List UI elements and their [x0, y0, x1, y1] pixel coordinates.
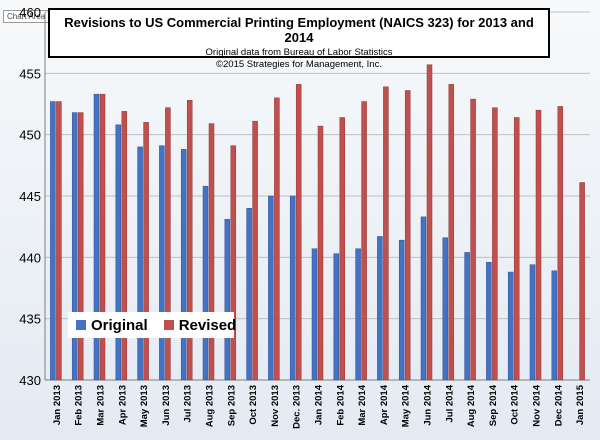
bar-original	[464, 252, 470, 381]
x-tick-label: Oct 2013	[248, 385, 259, 425]
bar-revised	[404, 90, 411, 381]
x-tick-label: Dec 2014	[553, 384, 564, 426]
legend-item-original: Original	[76, 317, 148, 334]
legend-item-revised: Revised	[163, 316, 237, 334]
bar-original	[246, 208, 252, 381]
x-tick-label: May 2014	[401, 384, 412, 427]
x-tick-label: Apr 2014	[379, 384, 390, 425]
bar-revised	[513, 117, 520, 381]
bar-revised	[274, 97, 280, 381]
bar-revised	[121, 111, 128, 381]
bar-original	[529, 264, 536, 381]
x-tick-label: Mar 2013	[96, 385, 107, 426]
bar-original	[398, 239, 405, 381]
x-tick-label: Aug 2014	[466, 384, 477, 427]
x-tick-label: Apr 2013	[117, 385, 128, 425]
bar-original	[311, 248, 318, 381]
y-tick-label: 430	[19, 373, 41, 388]
bar-original	[115, 124, 122, 381]
bar-revised	[383, 86, 389, 381]
bar-original	[377, 236, 383, 381]
bar-original	[355, 248, 361, 381]
chart-subtitle-copyright: ©2015 Strategies for Management, Inc.	[216, 59, 382, 70]
x-tick-label: Jan 2014	[314, 384, 325, 425]
bar-original	[202, 185, 209, 381]
bar-revised	[165, 107, 171, 381]
x-tick-label: Jul 2013	[183, 385, 194, 423]
bar-revised	[208, 123, 215, 381]
legend-swatch-original	[76, 320, 86, 330]
x-tick-label: Aug 2013	[205, 385, 216, 427]
y-tick-label: 445	[19, 189, 41, 204]
x-tick-label: May 2013	[139, 385, 150, 427]
bar-revised	[77, 112, 84, 381]
bar-original	[420, 216, 427, 381]
chart-subtitle-source: Original data from Bureau of Labor Stati…	[205, 47, 393, 58]
chart-title: Revisions to US Commercial Printing Empl…	[64, 15, 534, 45]
y-tick-label: 435	[19, 312, 41, 327]
x-tick-label: Sep 2013	[226, 385, 237, 426]
bar-original	[507, 271, 514, 381]
x-tick-label: Oct 2014	[510, 384, 521, 424]
legend: Original Revised	[68, 312, 237, 338]
y-tick-label: 455	[19, 66, 41, 81]
bar-revised	[339, 117, 346, 381]
bar-revised	[470, 98, 476, 381]
legend-swatch-revised	[163, 320, 174, 330]
bar-revised	[230, 145, 237, 381]
bar-revised	[317, 125, 324, 381]
x-tick-label: Nov 2013	[270, 385, 281, 427]
bar-revised	[252, 120, 258, 381]
bar-original	[224, 219, 231, 381]
bar-original	[486, 261, 492, 381]
bar-revised	[557, 106, 564, 381]
legend-label-original: Original	[91, 316, 148, 334]
bar-original	[289, 195, 296, 381]
bar-original	[268, 195, 274, 381]
bar-original	[333, 253, 340, 381]
bar-original	[93, 93, 100, 381]
x-tick-label: Jan 2015	[575, 384, 586, 425]
y-tick-label: 460	[19, 5, 41, 20]
legend-label-revised: Revised	[178, 316, 237, 334]
y-tick-label: 440	[19, 250, 41, 265]
x-tick-label: Jun 2013	[161, 385, 172, 426]
bar-revised	[186, 100, 193, 381]
bar-revised	[295, 84, 302, 381]
bar-original	[180, 149, 187, 381]
x-tick-label: Jun 2014	[423, 384, 434, 425]
bar-revised	[143, 122, 149, 381]
bar-revised	[492, 107, 498, 381]
bar-original	[71, 112, 78, 381]
x-tick-label: Jul 2014	[444, 384, 455, 422]
bar-original	[159, 145, 165, 381]
bar-original	[137, 146, 143, 381]
bar-revised	[535, 109, 542, 381]
bar-original	[551, 270, 558, 381]
x-tick-label: Sep 2014	[488, 384, 499, 426]
bar-revised	[56, 101, 62, 381]
bar-original	[442, 237, 449, 381]
bar-revised	[99, 93, 106, 381]
x-tick-label: Jan 2013	[52, 385, 63, 425]
x-tick-label: Nov 2014	[532, 384, 543, 426]
chart-title-box: Revisions to US Commercial Printing Empl…	[48, 8, 550, 70]
bar-revised	[426, 64, 433, 381]
x-tick-label: Feb 2013	[74, 385, 85, 426]
bar-revised	[361, 101, 367, 381]
bar-original	[50, 101, 56, 381]
x-tick-label: Dec. 2013	[292, 385, 303, 429]
bar-revised	[448, 84, 455, 381]
y-tick-label: 450	[19, 128, 41, 143]
x-tick-label: Feb 2014	[335, 384, 346, 425]
x-tick-label: Mar 2014	[357, 384, 368, 425]
bar-revised	[579, 182, 585, 381]
